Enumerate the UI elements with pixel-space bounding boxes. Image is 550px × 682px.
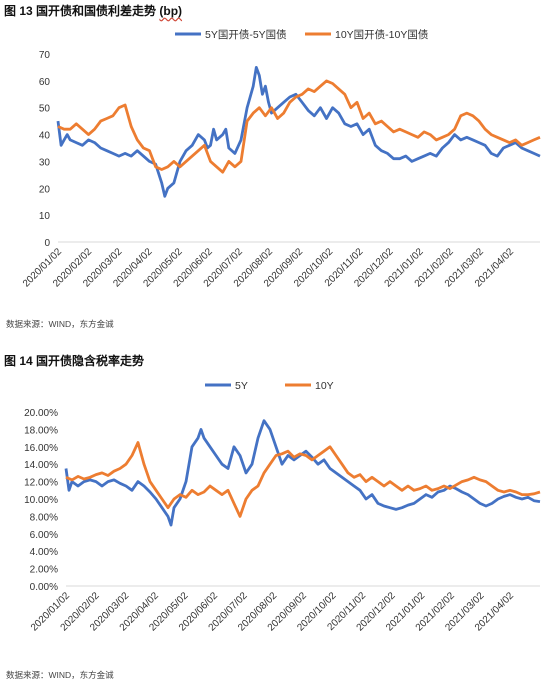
chart1-source: 数据来源：WIND，东方金诚: [6, 319, 114, 329]
series-line-s2: [65, 441, 541, 518]
series-line-s2: [57, 79, 541, 174]
y-tick-label: 12.00%: [24, 478, 58, 489]
y-tick-label: 10: [39, 211, 51, 222]
series-line-s1: [64, 419, 541, 527]
legend-label-s2: 10Y国开债-10Y国债: [335, 28, 428, 41]
y-tick-label: 10.00%: [24, 495, 58, 506]
y-tick-label: 6.00%: [30, 530, 58, 541]
y-tick-label: 0.00%: [30, 582, 58, 593]
y-tick-label: 70: [39, 50, 51, 61]
y-tick-label: 8.00%: [30, 512, 58, 523]
chart2-source: 数据来源：WIND，东方金诚: [6, 670, 114, 680]
y-tick-label: 14.00%: [24, 460, 58, 471]
chart1-caption: 图 13 国开债和国债利差走势 (bp): [4, 2, 182, 19]
y-tick-label: 20.00%: [24, 408, 58, 419]
chart-spread: 5Y国开债-5Y国债 10Y国开债-10Y国债010203040506070202…: [21, 28, 541, 290]
series-line-s1: [56, 66, 541, 198]
chart-implied-tax-rate: 5Y 10Y 0.00% 2.00% 4.00% 6.00% 8.00% 10.00% 12.0…: [24, 380, 541, 634]
chart1-caption-unit: (bp): [159, 4, 183, 18]
y-tick-label: 50: [39, 104, 51, 115]
y-tick-label: 20: [39, 184, 51, 195]
y-tick-label: 0: [44, 238, 50, 249]
chart2-caption: 图 14 国开债隐含税率走势: [4, 354, 145, 368]
chart1-caption-text: 图 13 国开债和国债利差走势: [4, 4, 157, 18]
y-tick-label: 40: [39, 131, 51, 142]
y-tick-label: 4.00%: [30, 547, 58, 558]
legend-label-s1: 5Y: [235, 380, 248, 392]
y-tick-label: 30: [39, 157, 51, 168]
legend-label-s1: 5Y国开债-5Y国债: [205, 28, 287, 41]
y-tick-label: 16.00%: [24, 443, 58, 454]
y-tick-label: 60: [39, 77, 51, 88]
legend-label-s2: 10Y: [315, 380, 334, 392]
y-tick-label: 2.00%: [30, 565, 58, 576]
y-tick-label: 18.00%: [24, 425, 58, 436]
